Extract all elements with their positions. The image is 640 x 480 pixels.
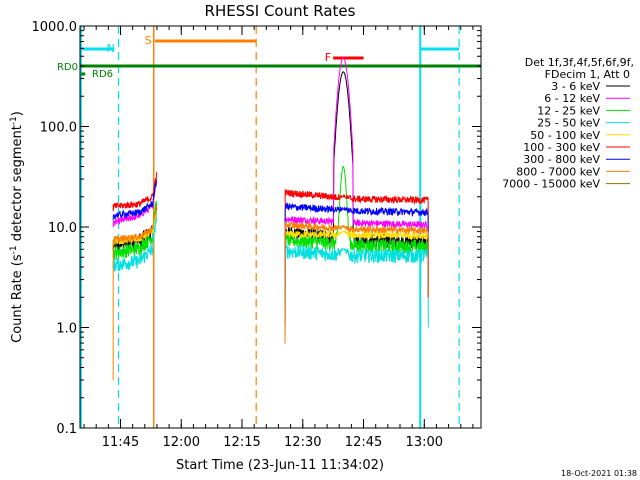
legend-entry-label: 6 - 12 keV <box>544 92 600 105</box>
rd6-label: RD6 <box>92 69 113 80</box>
series-line-2-part-1 <box>112 180 158 228</box>
series-line-6-part-2 <box>284 188 429 344</box>
series-line-7-part-2 <box>284 202 429 344</box>
y-axis-label: Count Rate (s-1 detector segment-1) <box>9 111 25 343</box>
series-line-5-part-2 <box>284 229 429 344</box>
night-label: N <box>107 42 115 55</box>
chart-title: RHESSI Count Rates <box>205 2 356 20</box>
series-line-3-part-1 <box>112 200 158 261</box>
legend-entry-label: 7000 - 15000 keV <box>502 178 600 191</box>
y-tick-label: 1.0 <box>56 322 77 337</box>
x-axis-label: Start Time (23-Jun-11 11:34:02) <box>176 458 384 473</box>
x-tick-label: 12:00 <box>163 435 200 450</box>
legend-entry-label: 300 - 800 keV <box>523 153 600 166</box>
footer-timestamp: 18-Oct-2021 01:38 <box>561 469 637 478</box>
y-tick-label: 1000.0 <box>32 20 78 35</box>
y-tick-label: 10.0 <box>48 221 77 236</box>
saa-label: S <box>145 34 152 47</box>
x-tick-label: 12:45 <box>345 435 382 450</box>
legend-header-line-1: Det 1f,3f,4f,5f,6f,9f, <box>525 56 634 69</box>
series-line-8-part-2 <box>284 220 429 344</box>
x-tick-label: 13:00 <box>406 435 443 450</box>
plot-area <box>80 26 481 428</box>
x-axis-ticks: 11:45 12:00 12:15 12:30 12:45 13:00 <box>83 26 474 450</box>
y-tick-label: 100.0 <box>40 121 77 136</box>
series-line-6-part-1 <box>112 172 158 212</box>
series-line-3-part-2 <box>284 165 429 344</box>
legend: Det 1f,3f,4f,5f,6f,9f, FDecim 1, Att 0 3… <box>502 56 634 191</box>
series-line-4-part-1 <box>112 210 158 272</box>
rd0-label: RD0 <box>57 62 78 73</box>
legend-entry-label: 800 - 7000 keV <box>516 165 600 178</box>
series-line-4-part-2 <box>284 244 429 333</box>
legend-entry-label: 100 - 300 keV <box>523 141 600 154</box>
x-tick-label: 11:45 <box>102 435 139 450</box>
legend-header-line-2: FDecim 1, Att 0 <box>545 68 630 81</box>
x-tick-label: 12:30 <box>284 435 321 450</box>
series-line-8-part-1 <box>112 206 158 380</box>
y-tick-label: 0.1 <box>56 422 77 437</box>
flare-label: F <box>325 51 331 64</box>
legend-entry-label: 12 - 25 keV <box>537 104 600 117</box>
series-line-7-part-1 <box>112 180 158 221</box>
legend-entry-label: 25 - 50 keV <box>537 117 600 130</box>
legend-entry-label: 50 - 100 keV <box>530 129 600 142</box>
x-tick-label: 12:15 <box>223 435 260 450</box>
legend-entry-label: 3 - 6 keV <box>551 80 600 93</box>
y-axis-ticks: 0.1 1.0 10.0 100.0 1000.0 <box>32 20 481 437</box>
